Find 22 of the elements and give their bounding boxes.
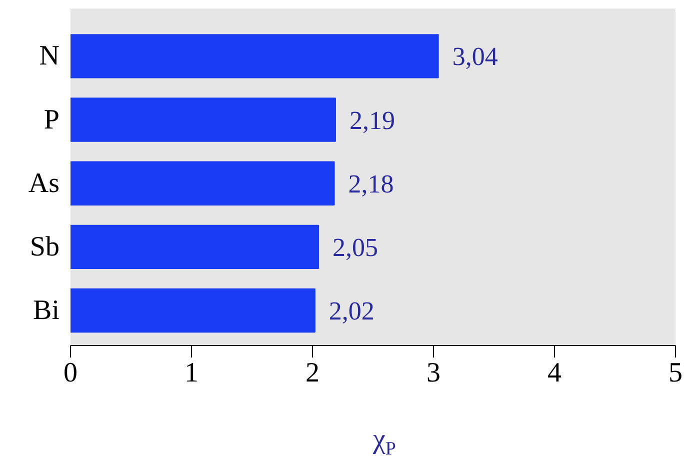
- x-tick-label: 5: [668, 358, 682, 388]
- y-tick-label: As: [28, 168, 60, 199]
- bar: [70, 34, 439, 78]
- x-tick-label: 2: [306, 358, 320, 388]
- data-label: 2,19: [349, 106, 395, 135]
- y-tick-label: N: [39, 40, 60, 72]
- x-axis-title: χ$_{P}$: [372, 424, 396, 460]
- y-tick-label: Sb: [30, 231, 60, 262]
- bar: [70, 224, 320, 270]
- x-tick-label: 4: [548, 358, 562, 388]
- bar: [70, 161, 335, 206]
- x-tick-label: 0: [64, 358, 78, 388]
- data-label: 2,18: [348, 169, 394, 198]
- bar: [70, 288, 316, 333]
- data-label: 3,04: [452, 42, 498, 72]
- x-tick-label: 3: [426, 358, 440, 388]
- y-tick-label: Bi: [33, 295, 60, 326]
- data-label: 2,05: [332, 232, 378, 262]
- data-label: 2,02: [328, 296, 374, 326]
- x-tick-label: 1: [184, 358, 198, 388]
- bar: [70, 98, 336, 142]
- y-tick-label: P: [44, 104, 60, 136]
